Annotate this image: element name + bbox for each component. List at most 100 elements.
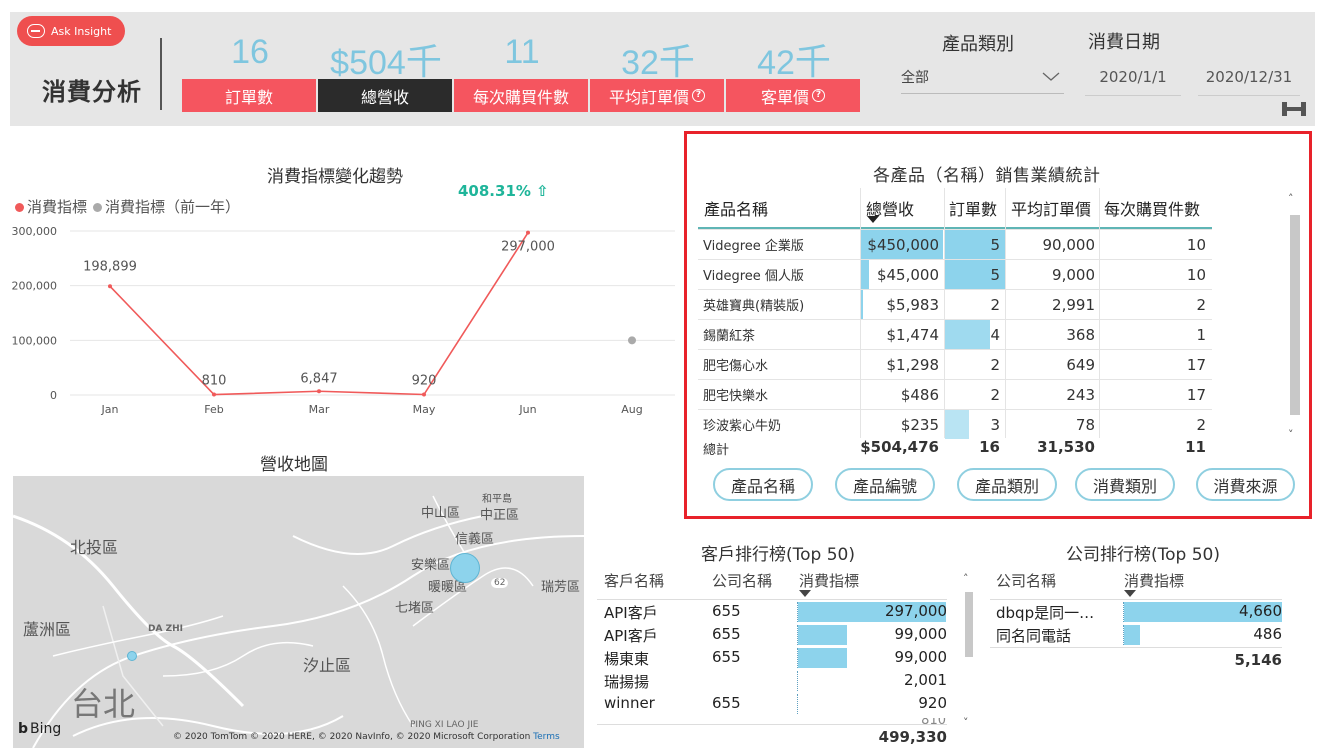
table-row[interactable]: 英雄寶典(精裝版) $5,983 2 2,991 2: [698, 289, 1212, 319]
chat-bubble-icon: [27, 24, 45, 38]
drill-button[interactable]: 產品編號: [835, 468, 935, 501]
x-tick-label: Aug: [621, 403, 642, 416]
table-row[interactable]: 肥宅快樂水 $486 2 243 17: [698, 379, 1212, 409]
orders-bar: [945, 320, 990, 349]
map-label: 和平島: [482, 494, 512, 505]
map-copyright-text: © 2020 TomTom © 2020 HERE, © 2020 NavInf…: [173, 732, 531, 742]
total-divider: [597, 724, 947, 725]
legend-label: 消費指標（前一年）: [105, 198, 241, 216]
map-bubble-large[interactable]: [450, 553, 480, 583]
table-row[interactable]: winner 655 920: [597, 694, 947, 717]
scroll-down-icon[interactable]: ˅: [1288, 428, 1294, 441]
customer-name: API客戶: [604, 627, 658, 645]
revenue-bar: [861, 230, 943, 259]
map-label: 台北: [71, 685, 136, 723]
data-point-previous[interactable]: [628, 336, 636, 345]
date-end-input[interactable]: 2020/12/31: [1198, 58, 1300, 96]
product-avg: 78: [1075, 415, 1095, 434]
data-point[interactable]: [108, 284, 112, 289]
legend-item-current[interactable]: 消費指標: [15, 196, 87, 217]
title-divider: [160, 38, 162, 110]
table-row[interactable]: Videgree 企業版 $450,000 5 90,000 10: [698, 229, 1212, 259]
table-row[interactable]: API客戶 655 99,000: [597, 625, 947, 648]
revenue-map[interactable]: 北投區 蘆洲區 台北 汐止區 中山區 信義區 安樂區 暖暖區 七堵區 中正區 和…: [13, 476, 584, 748]
customer-company: 655: [712, 625, 741, 643]
col-header-qty[interactable]: 每次購買件數: [1104, 200, 1201, 219]
customer-metric: 99,000: [894, 648, 948, 666]
date-slider-handle-icon[interactable]: [1281, 101, 1307, 117]
company-total: 5,146: [1234, 651, 1282, 669]
data-point[interactable]: [526, 230, 530, 235]
category-dropdown[interactable]: 全部: [901, 60, 1064, 94]
kpi-unit: 千: [658, 41, 695, 82]
map-roads: [13, 495, 584, 748]
drill-button[interactable]: 產品名稱: [713, 468, 813, 501]
kpi-label: 訂單數: [224, 87, 273, 107]
y-tick-label: 300,000: [12, 225, 58, 238]
sort-desc-icon: [1124, 590, 1136, 597]
customer-metric: 99,000: [894, 625, 948, 643]
col-header-orders[interactable]: 訂單數: [949, 200, 998, 219]
ask-insight-button[interactable]: Ask Insight: [17, 16, 125, 46]
product-orders: 2: [990, 385, 1000, 404]
scroll-up-icon[interactable]: ˄: [963, 572, 969, 585]
revenue-bar: [861, 260, 870, 289]
col-header-customer[interactable]: 客戶名稱: [604, 572, 665, 590]
product-avg: 90,000: [1042, 235, 1096, 254]
product-qty: 17: [1186, 385, 1206, 404]
map-terms-link[interactable]: Terms: [533, 732, 560, 742]
legend-item-previous[interactable]: 消費指標（前一年）: [93, 196, 240, 217]
bing-b-icon: b: [18, 721, 29, 737]
col-divider: [860, 188, 861, 438]
drill-button[interactable]: 消費來源: [1196, 468, 1295, 501]
customer-scrollbar[interactable]: [965, 592, 973, 657]
header-underline: [990, 599, 1282, 600]
data-label: 6,847: [300, 371, 337, 386]
customer-company: 655: [712, 694, 741, 712]
data-point[interactable]: [317, 389, 321, 394]
data-point[interactable]: [422, 392, 426, 397]
kpi-button[interactable]: 平均訂單價?: [590, 79, 724, 112]
map-bubble-small[interactable]: [127, 651, 137, 661]
table-row[interactable]: 珍波紫心牛奶 $235 3 78 2: [698, 409, 1212, 439]
col-header-name[interactable]: 產品名稱: [704, 200, 769, 219]
product-orders: 2: [990, 295, 1000, 314]
drill-button[interactable]: 消費類別: [1075, 468, 1175, 501]
map-label: 七堵區: [395, 601, 435, 616]
product-name: 英雄寶典(精裝版): [703, 299, 805, 314]
table-row[interactable]: 錫蘭紅茶 $1,474 4 368 1: [698, 319, 1212, 349]
col-header-metric[interactable]: 消費指標: [799, 572, 860, 590]
bar-axis: [797, 625, 798, 645]
scroll-up-icon[interactable]: ˄: [1288, 192, 1294, 205]
product-avg: 368: [1066, 325, 1095, 344]
date-start-input[interactable]: 2020/1/1: [1085, 58, 1181, 96]
col-header-metric[interactable]: 消費指標: [1124, 572, 1185, 590]
category-filter-label: 產品類別: [942, 34, 1014, 55]
table-row[interactable]: dbqp是同一… 4,660: [990, 602, 1282, 625]
kpi-button[interactable]: 每次購買件數: [454, 79, 588, 112]
customer-name: API客戶: [604, 604, 658, 622]
product-scrollbar[interactable]: [1290, 215, 1300, 415]
scroll-down-icon[interactable]: ˅: [963, 716, 969, 729]
col-header-company[interactable]: 公司名稱: [996, 572, 1057, 590]
col-header-revenue[interactable]: 總營收: [866, 200, 915, 219]
table-row[interactable]: Videgree 個人版 $45,000 5 9,000 10: [698, 259, 1212, 289]
x-tick-label: Jan: [101, 403, 119, 416]
table-row[interactable]: 肥宅傷心水 $1,298 2 649 17: [698, 349, 1212, 379]
col-header-avg[interactable]: 平均訂單價: [1011, 200, 1092, 219]
trend-delta: 408.31% ⇧: [458, 182, 549, 200]
table-row[interactable]: API客戶 655 297,000: [597, 602, 947, 625]
drill-button[interactable]: 產品類別: [957, 468, 1057, 501]
kpi-button[interactable]: 總營收: [318, 79, 452, 112]
kpi-button[interactable]: 訂單數: [182, 79, 316, 112]
help-icon[interactable]: ?: [812, 89, 825, 102]
customer-total: 499,330: [878, 728, 947, 746]
col-header-company[interactable]: 公司名稱: [712, 572, 773, 590]
help-icon[interactable]: ?: [692, 89, 705, 102]
data-point[interactable]: [212, 392, 216, 397]
kpi-button[interactable]: 客單價?: [726, 79, 860, 112]
table-row[interactable]: 楊東東 655 99,000: [597, 648, 947, 671]
product-avg: 649: [1066, 355, 1095, 374]
table-row[interactable]: 瑞揚揚 2,001: [597, 671, 947, 694]
table-row[interactable]: 同名同電話 486: [990, 625, 1282, 648]
